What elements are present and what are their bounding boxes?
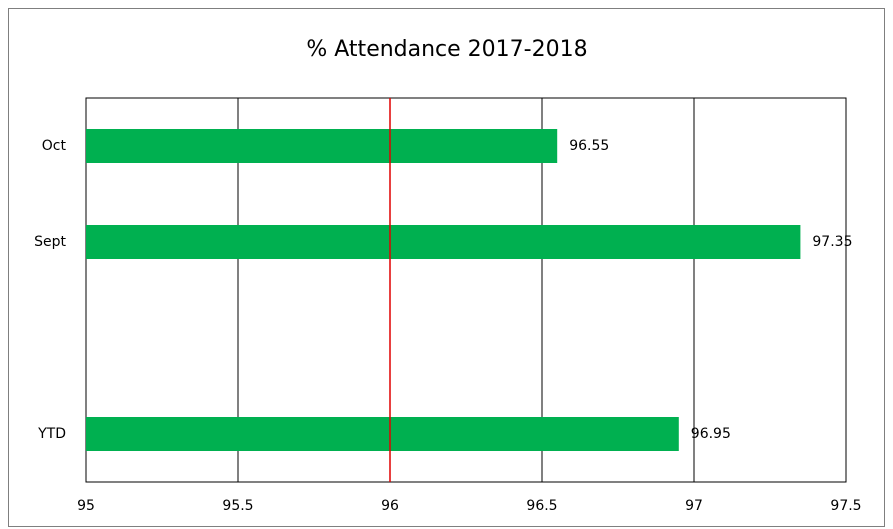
value-label: 96.95 bbox=[691, 426, 731, 442]
x-tick-label: 96 bbox=[381, 498, 399, 514]
y-tick-label: Sept bbox=[34, 234, 66, 250]
value-label: 96.55 bbox=[569, 138, 609, 154]
x-tick-label: 97.5 bbox=[830, 498, 861, 514]
chart-title: % Attendance 2017-2018 bbox=[306, 37, 587, 62]
x-tick-label: 95.5 bbox=[222, 498, 253, 514]
bar bbox=[86, 417, 679, 451]
x-tick-label: 96.5 bbox=[526, 498, 557, 514]
y-tick-label: YTD bbox=[37, 426, 66, 442]
x-tick-label: 95 bbox=[77, 498, 95, 514]
x-tick-label: 97 bbox=[685, 498, 703, 514]
bar bbox=[86, 225, 801, 259]
bar bbox=[86, 129, 558, 163]
y-tick-label: Oct bbox=[42, 138, 67, 154]
value-label: 97.35 bbox=[812, 234, 852, 250]
